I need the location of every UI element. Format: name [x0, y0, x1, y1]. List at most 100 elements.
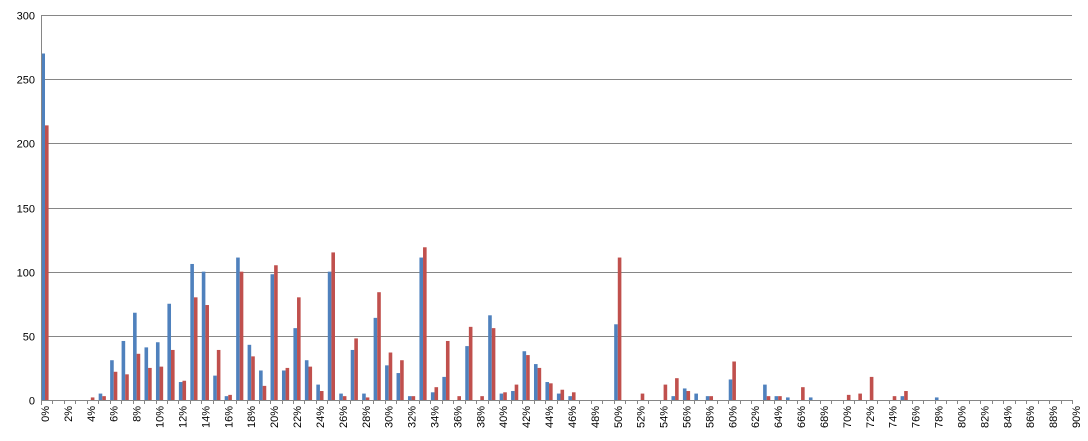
x-tick-label: 60%: [727, 406, 739, 428]
bar: [167, 303, 172, 400]
bar: [373, 317, 378, 400]
bar: [488, 315, 492, 400]
bar: [663, 384, 668, 400]
bar: [419, 257, 424, 400]
x-tick-label: 78%: [934, 406, 946, 428]
bar: [133, 312, 137, 400]
bar: [316, 384, 320, 400]
bar: [354, 338, 358, 400]
x-tick-label: 58%: [704, 406, 716, 428]
bar: [365, 397, 370, 400]
bar: [251, 356, 255, 400]
x-tick-label: 44%: [544, 406, 556, 428]
bar: [110, 360, 114, 400]
bar: [339, 393, 343, 400]
bar: [190, 263, 194, 400]
x-tick-label: 24%: [315, 406, 327, 428]
bar: [236, 257, 240, 400]
bar: [319, 391, 324, 400]
bar: [434, 387, 439, 400]
bar: [686, 391, 691, 400]
bar: [171, 349, 175, 400]
bar: [858, 393, 862, 400]
x-tick-label: 8%: [132, 406, 144, 422]
bar: [571, 392, 576, 400]
bar: [178, 382, 183, 400]
bar: [388, 352, 393, 400]
bar: [728, 379, 733, 400]
x-tick-label: 4%: [86, 406, 98, 422]
bar: [682, 388, 687, 400]
bar: [113, 371, 118, 400]
x-tick-label: 46%: [567, 406, 579, 428]
bar: [213, 375, 217, 400]
bar: [270, 274, 275, 400]
bar: [121, 340, 126, 400]
bar: [846, 394, 851, 400]
bar: [216, 349, 221, 400]
bar: [259, 370, 263, 400]
bar: [671, 396, 676, 400]
y-tick-label: 0: [29, 396, 35, 408]
bar: [774, 396, 779, 400]
x-tick-label: 18%: [246, 406, 258, 428]
bar: [136, 353, 141, 400]
bar: [763, 384, 767, 400]
x-tick-label: 64%: [773, 406, 785, 428]
bar: [732, 361, 736, 400]
x-tick-label: 2%: [63, 406, 75, 422]
bar: [182, 380, 187, 400]
bar: [411, 396, 416, 400]
bar: [640, 393, 645, 400]
bar: [617, 257, 622, 400]
x-tick-label: 88%: [1048, 406, 1060, 428]
bar: [675, 378, 679, 400]
gridlines: [41, 15, 1072, 337]
x-tick-label: 34%: [429, 406, 441, 428]
bar: [350, 349, 355, 400]
x-tick-label: 10%: [155, 406, 167, 428]
x-tick-label: 12%: [177, 406, 189, 428]
bar: [904, 391, 908, 400]
bar: [297, 297, 301, 400]
bar: [514, 384, 519, 400]
x-tick-label: 84%: [1002, 406, 1014, 428]
bar: [537, 367, 542, 400]
x-tick-label: 26%: [338, 406, 350, 428]
bar: [869, 376, 874, 400]
bar: [304, 360, 309, 400]
bar: [491, 328, 496, 400]
bar: [934, 397, 939, 400]
x-tick-label: 50%: [613, 406, 625, 428]
bar: [522, 351, 527, 400]
bar: [407, 396, 412, 400]
x-tick-label: 70%: [842, 406, 854, 428]
bar: [545, 382, 550, 400]
x-tick-label: 62%: [750, 406, 762, 428]
bar: [709, 396, 714, 400]
bar: [892, 396, 897, 400]
x-tick-label: 42%: [521, 406, 533, 428]
x-tick-label: 40%: [498, 406, 510, 428]
bar: [148, 367, 152, 400]
bar: [430, 392, 435, 400]
x-tick-label: 68%: [819, 406, 831, 428]
axes: [41, 15, 1073, 405]
x-tick-label: 54%: [659, 406, 671, 428]
bar: [442, 376, 446, 400]
x-tick-label: 80%: [956, 406, 968, 428]
bar: [503, 392, 507, 400]
bar: [614, 324, 618, 400]
bar: [499, 393, 504, 400]
bar: [125, 374, 129, 400]
bar: [568, 396, 572, 400]
bar: [90, 397, 95, 400]
x-tick-label: 90%: [1071, 406, 1083, 428]
bar: [262, 385, 267, 400]
bar: [556, 393, 561, 400]
x-tick-label: 20%: [269, 406, 281, 428]
bar: [468, 326, 473, 400]
bar: [526, 355, 530, 400]
bar: [423, 247, 427, 400]
